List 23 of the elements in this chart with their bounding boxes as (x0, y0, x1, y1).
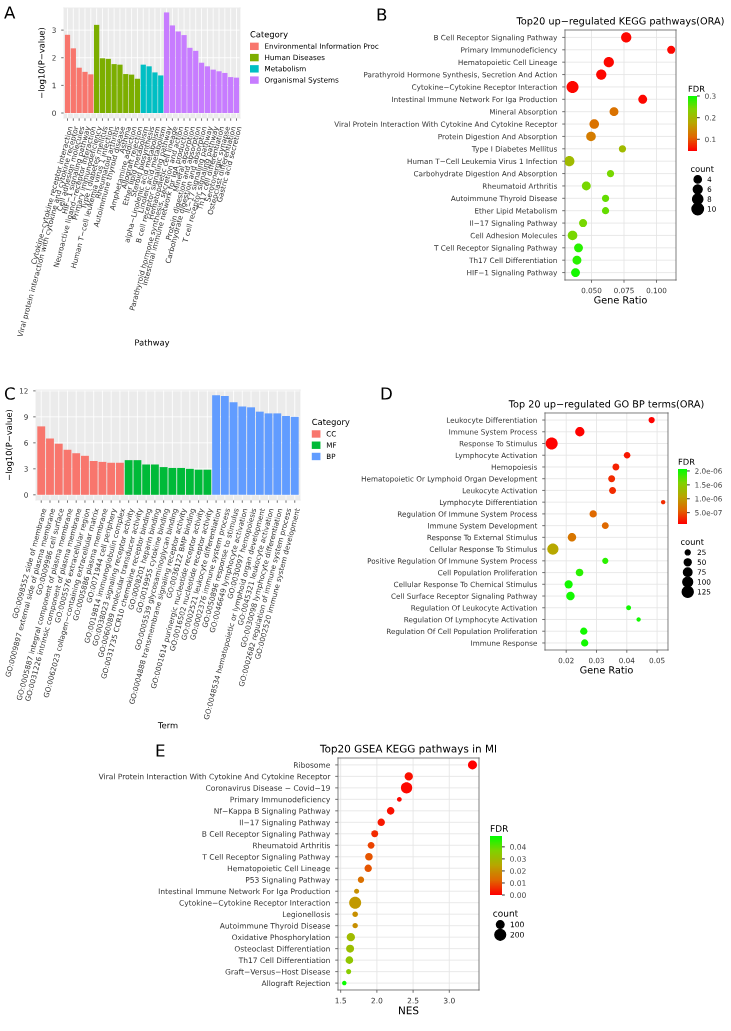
color-bar-title: FDR (490, 825, 509, 832)
x-axis-title: Gene Ratio (594, 296, 647, 304)
x-axis-title: Pathway (135, 339, 170, 348)
x-axis-title: Gene Ratio (580, 666, 633, 674)
text: A (4, 6, 16, 19)
text: D (381, 387, 392, 400)
chart-title: Top 20 up−regulated GO BP terms(ORA) (508, 400, 704, 410)
text: E (156, 744, 165, 757)
legend-title: count (680, 538, 704, 545)
legend-title: Category (250, 31, 288, 40)
text: C (4, 387, 15, 400)
color-bar-title: FDR (678, 458, 695, 465)
legend-title: count (690, 165, 714, 172)
x-axis-title: Term (157, 722, 178, 729)
legend-title: Category (312, 418, 350, 427)
x-axis-title: NES (399, 1006, 419, 1015)
text: B (377, 8, 387, 21)
chart-title: Top20 GSEA KEGG pathways in MI (319, 744, 497, 755)
y-axis-title: −log10(P−value) (38, 27, 47, 98)
y-axis-title: −log10(P−value) (5, 409, 14, 480)
legend-title: count (493, 910, 518, 917)
chart-title: Top20 up−regulated KEGG pathways(ORA) (516, 17, 724, 27)
color-bar-title: FDR (688, 85, 705, 92)
